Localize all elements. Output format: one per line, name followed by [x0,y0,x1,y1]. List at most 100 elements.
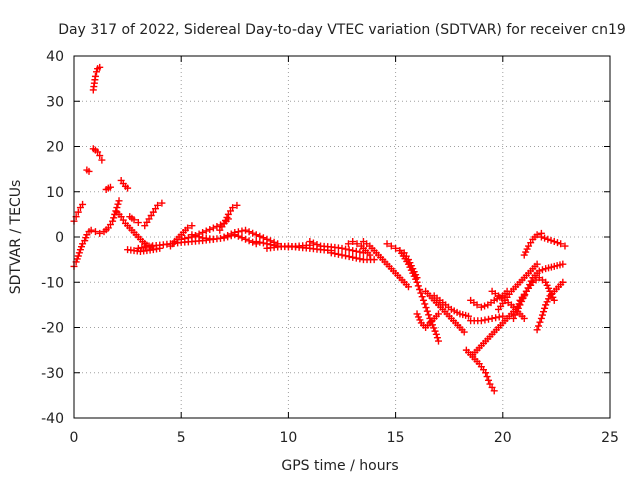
series-sat-u [306,238,367,257]
data-point [473,301,481,309]
data-point [184,234,192,242]
series-sat-af [462,346,498,395]
data-point [533,326,541,334]
data-point [184,224,192,232]
series-sat-x [359,238,412,291]
series-sat-z [396,247,442,345]
series-sat-am [533,278,567,334]
data-point [421,300,429,308]
data-point [245,237,253,245]
series-sat-ae [467,312,507,325]
data-point [114,200,122,208]
data-point [134,244,142,252]
data-point [540,308,548,316]
data-point [154,201,162,209]
data-point [553,239,561,247]
y-tick-label: -40 [41,411,64,427]
data-point [423,307,431,315]
data-point [177,235,185,243]
data-point [74,208,82,216]
data-point [309,239,317,247]
data-point [245,228,253,236]
data-point [533,260,541,268]
series-sat-e [89,145,106,164]
data-point [425,311,433,319]
data-point [483,373,491,381]
data-point [559,260,567,268]
data-point [229,204,237,212]
y-tick-label: -30 [41,366,64,382]
data-point [220,233,228,241]
series-sat-k [126,213,142,227]
series-sat-c [83,166,93,175]
data-point [345,253,353,261]
y-tick-label: 0 [55,230,64,246]
series-sat-v [327,249,378,264]
data-point [349,253,357,261]
data-point [559,278,567,286]
data-point [242,235,250,243]
series-sat-ag [469,292,528,359]
data-point [557,240,565,248]
axis-ticks: 0 5 10 15 20 25 -40 -30 -20 -10 0 10 20 30 40 [41,49,619,446]
data-point [74,252,82,260]
data-point [96,63,104,71]
data-point [209,224,217,232]
data-point [481,316,489,324]
data-point [349,247,357,255]
data-point [110,214,118,222]
data-point [533,231,541,239]
data-point [98,156,106,164]
data-point [477,317,485,325]
data-point [537,314,545,322]
data-point [541,234,549,242]
data-point [256,232,264,240]
data-point [370,256,378,264]
data-point [96,229,104,237]
data-point [342,252,350,260]
data-point [547,236,555,244]
y-tick-label: 20 [46,140,64,156]
x-tick-label: 0 [70,430,79,446]
x-tick-label: 25 [601,430,619,446]
chart-title: Day 317 of 2022, Sidereal Day-to-day VTE… [58,22,626,38]
data-point [338,251,346,259]
data-point [334,250,342,258]
data-point [238,227,246,235]
data-point [349,238,357,246]
data-point [481,302,489,310]
data-point [538,266,546,274]
data-point [387,242,395,250]
data-point [432,330,440,338]
data-point [404,283,412,291]
data-point [550,296,558,304]
data-point [124,184,132,192]
data-point [242,226,250,234]
data-point [313,241,321,249]
data-point [87,226,95,234]
data-point [91,72,99,80]
y-tick-label: 30 [46,94,64,110]
data-point [252,231,260,239]
data-point [327,249,335,257]
series-sat-w [344,238,374,259]
data-point [430,324,438,332]
series-sat-d [89,63,104,94]
data-point [344,240,352,248]
series-sat-f [87,197,123,237]
data-point [75,249,83,257]
data-point [536,318,544,326]
data-point [414,282,422,290]
series-sat-q [216,201,241,234]
data-point [234,228,242,236]
series-sat-b [70,200,87,225]
data-point [416,285,424,293]
x-tick-label: 5 [177,430,186,446]
data-point [249,238,257,246]
series-sat-al [537,233,569,250]
data-point [356,255,364,263]
x-axis-title: GPS time / hours [281,458,398,474]
y-tick-label: 10 [46,185,64,201]
data-point [495,313,503,321]
